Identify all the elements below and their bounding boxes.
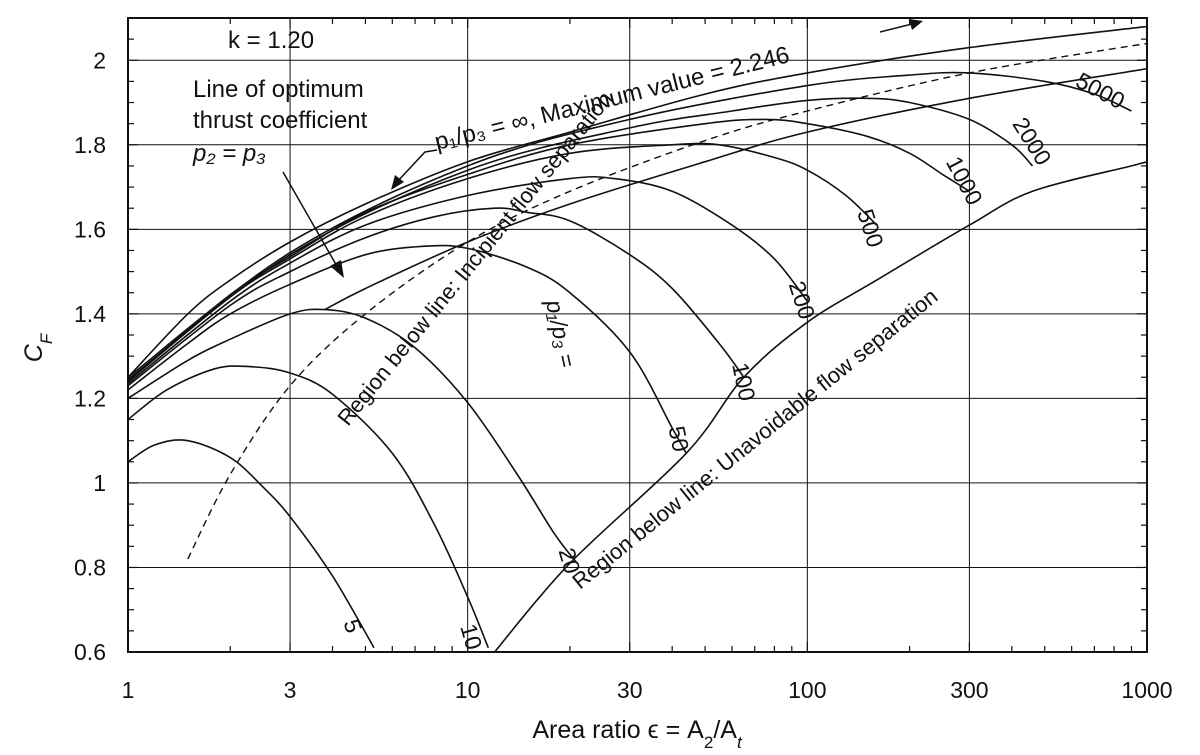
series-line-5 [127, 439, 375, 649]
y-tick-label: 1.4 [74, 301, 106, 327]
optimum-arrow-head [330, 260, 344, 278]
curves [127, 25, 1148, 653]
x-tick-label: 10 [455, 677, 481, 703]
optimum-note-line1: Line of optimum [193, 76, 364, 103]
y-tick-label: 1.6 [74, 216, 106, 242]
x-tick-label: 3 [284, 677, 297, 703]
y-tick-label: 0.8 [74, 554, 106, 580]
x-tick-label: 100 [788, 677, 826, 703]
max-arrow-head [391, 175, 404, 190]
series-line-5000 [127, 71, 1132, 378]
y-axis-title: CF [20, 332, 56, 362]
series-label-5000: 5000 [1072, 67, 1129, 114]
y-tick-labels: 0.6 0.8 1 1.2 1.4 1.6 1.8 2 [74, 47, 106, 665]
x-tick-labels: 1 3 10 30 100 300 1000 [122, 677, 1173, 703]
optimum-note-line2: thrust coefficient [193, 107, 368, 134]
plot-frame [127, 17, 1148, 653]
optimum-formula: p₂ = p₃ [192, 140, 266, 167]
x-tick-label: 1000 [1121, 677, 1172, 703]
series-line-2000 [127, 97, 1034, 381]
y-tick-label: 2 [93, 47, 106, 73]
series-label-2000: 2000 [1008, 113, 1057, 170]
series-label-200: 200 [784, 278, 821, 323]
series-line-100 [127, 207, 745, 387]
series-line-500 [127, 142, 878, 383]
series-line-optimum-dashed [187, 42, 1148, 560]
x-tick-label: 300 [950, 677, 988, 703]
series-line-200 [127, 175, 808, 385]
max-arrow2-head [909, 19, 923, 30]
pressure-ratio-prefix: p₁/p₃ = [541, 297, 581, 370]
y-tick-label: 1.8 [74, 132, 106, 158]
region-unavoidable-label: Region below line: Unavoidable flow sepa… [567, 284, 942, 594]
series-line-maximum [127, 25, 1148, 378]
series-label-5: 5 [338, 616, 367, 636]
k-label: k = 1.20 [228, 27, 314, 54]
series-line-50 [127, 244, 687, 454]
grid [127, 18, 1148, 653]
series-line-1000 [127, 118, 970, 383]
series-line-incipient-separation [324, 67, 1148, 311]
y-tick-label: 1.2 [74, 385, 106, 411]
x-tick-label: 1 [122, 677, 135, 703]
max-arrow2-shaft [879, 23, 913, 33]
series-line-20 [127, 308, 578, 564]
y-tick-label: 0.6 [74, 639, 106, 665]
series-label-100: 100 [727, 360, 760, 403]
series-line-10 [127, 365, 490, 649]
x-tick-label: 30 [617, 677, 643, 703]
series-line-unavoidable-separation [493, 160, 1148, 653]
y-tick-label: 1 [93, 470, 106, 496]
series-label-50: 50 [664, 424, 695, 454]
x-axis-title: Area ratio ϵ = A2/At [532, 716, 743, 752]
optimum-arrow-shaft [282, 171, 339, 269]
series-label-500: 500 [852, 206, 889, 251]
max-arrow-shaft [395, 149, 438, 184]
series-label-1000: 1000 [941, 152, 988, 209]
series-label-10: 10 [455, 621, 487, 653]
